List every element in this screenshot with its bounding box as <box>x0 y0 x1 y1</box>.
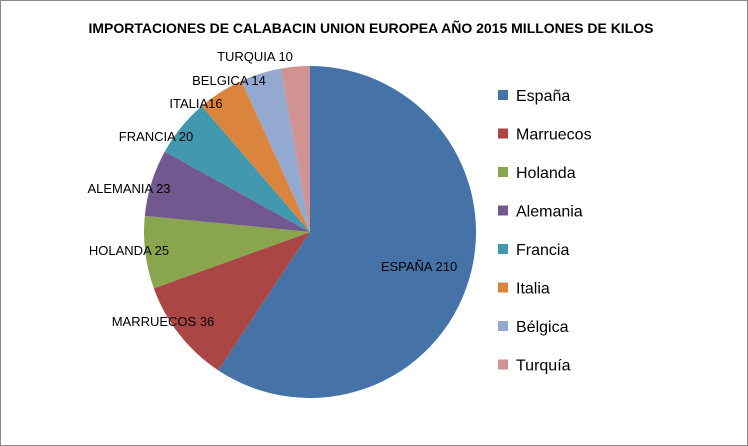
legend-swatch-marruecos <box>498 128 508 139</box>
slice-label-bélgica: BELGICA 14 <box>192 73 266 88</box>
legend-swatch-italia <box>498 282 508 293</box>
legend-swatch-francia <box>498 244 508 254</box>
legend-entry-francia: Francia <box>516 242 569 259</box>
legend-entry-marruecos: Marruecos <box>516 127 592 144</box>
pie-slice-españa <box>218 66 477 398</box>
chart-title: IMPORTACIONES DE CALABACIN UNION EUROPEA… <box>89 19 654 36</box>
legend-entry-holanda: Holanda <box>516 165 576 182</box>
pie-slice-alemania <box>144 151 310 232</box>
legend-swatch-bélgica <box>498 321 508 331</box>
slice-label-españa: ESPAÑA 210 <box>381 259 457 274</box>
slice-label-turquía: TURQUIA 10 <box>217 49 293 64</box>
slice-label-holanda: HOLANDA 25 <box>89 243 169 258</box>
legend-swatch-españa <box>498 90 508 100</box>
slice-label-alemania: ALEMANIA 23 <box>87 181 170 196</box>
legend: España Marruecos Holanda Alemania Francia Ita… <box>498 88 592 375</box>
slice-label-marruecos: MARRUECOS 36 <box>112 314 215 329</box>
slice-label-francia: FRANCIA 20 <box>119 129 193 144</box>
legend-entry-españa: España <box>516 88 570 105</box>
slice-labels: ESPAÑA 210 MARRUECOS 36 HOLANDA 25 ALEMANIA… <box>87 49 457 329</box>
legend-entry-turquía: Turquía <box>516 358 571 375</box>
legend-entry-alemania: Alemania <box>516 204 583 221</box>
legend-entry-italia: Italia <box>516 281 550 298</box>
pie-slice-francia <box>164 106 310 232</box>
pie-slice-marruecos <box>153 232 310 371</box>
legend-swatch-turquía <box>498 359 508 370</box>
pie-slice-turquía <box>280 66 310 232</box>
pie-slice-bélgica <box>241 68 310 232</box>
legend-swatch-holanda <box>498 167 508 177</box>
pie-slice-italia <box>201 80 310 232</box>
legend-entry-bélgica: Bélgica <box>516 319 569 336</box>
legend-swatch-alemania <box>498 205 508 216</box>
pie-slices <box>143 66 477 398</box>
pie-slice-holanda <box>143 215 310 289</box>
slice-label-italia: ITALIA16 <box>169 96 222 111</box>
